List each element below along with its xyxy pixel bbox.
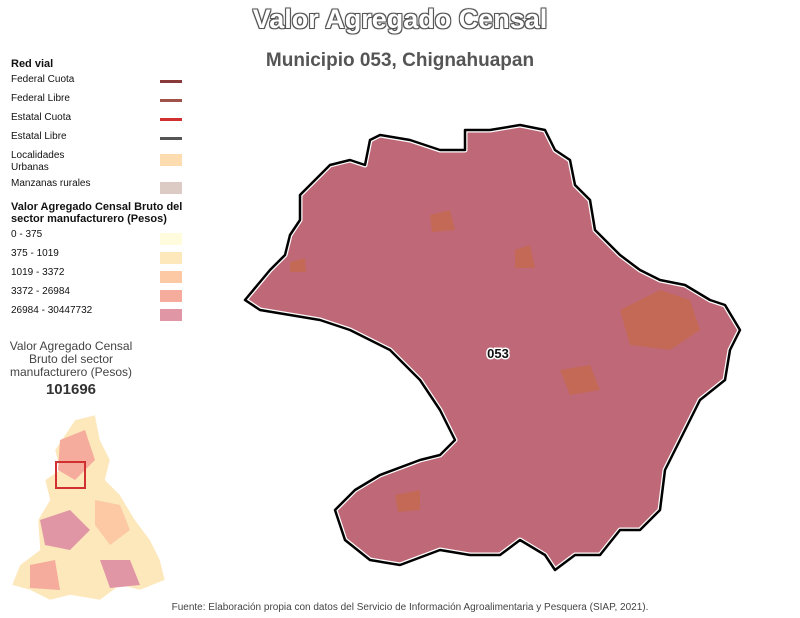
legend-item-label: 0 - 375: [11, 229, 43, 240]
legend-item-label: Localidades Urbanas: [11, 150, 65, 173]
stat-label: Valor Agregado Censal Bruto del sector m…: [9, 339, 133, 379]
legend-item: Estatal Libre: [11, 131, 191, 150]
legend-item: 0 - 375: [11, 229, 191, 248]
legend-item-label: Manzanas rurales: [11, 178, 91, 189]
legend-item-label: Estatal Cuota: [11, 112, 72, 123]
legend-item: Manzanas rurales: [11, 178, 191, 197]
color-swatch: [160, 182, 182, 194]
legend-item-label: 26984 - 30447732: [11, 305, 93, 316]
legend: Red vial Federal Cuota Federal Libre Estat…: [11, 58, 191, 324]
legend-item: 26984 - 30447732: [11, 305, 191, 324]
municipality-label: 053: [487, 346, 509, 361]
source-note: Fuente: Elaboración propia con datos del…: [171, 602, 649, 613]
color-swatch: [160, 309, 182, 321]
legend-item: Federal Libre: [11, 93, 191, 112]
legend-road-title: Red vial: [11, 58, 54, 70]
road-line-swatch: [160, 99, 182, 102]
color-swatch: [160, 271, 182, 283]
legend-item-label: 1019 - 3372: [11, 267, 65, 278]
legend-class-title: Valor Agregado Censal Bruto del sector m…: [11, 201, 183, 225]
legend-item: Estatal Cuota: [11, 112, 191, 131]
legend-item: 3372 - 26984: [11, 286, 191, 305]
color-swatch: [160, 252, 182, 264]
stat-block: Valor Agregado Censal Bruto del sector m…: [0, 339, 142, 398]
color-swatch: [160, 154, 182, 166]
municipality-locator: [55, 461, 86, 489]
legend-item: 1019 - 3372: [11, 267, 191, 286]
legend-item-label: Federal Cuota: [11, 74, 75, 85]
road-line-swatch: [160, 118, 182, 121]
map-subtitle: Municipio 053, Chignahuapan: [265, 50, 535, 71]
state-minimap: [11, 414, 166, 601]
road-line-swatch: [160, 137, 182, 140]
legend-item-label: 3372 - 26984: [11, 286, 70, 297]
map-title: Valor Agregado Censal: [252, 3, 548, 35]
color-swatch: [160, 290, 182, 302]
legend-item: Federal Cuota: [11, 74, 191, 93]
locality-patches: [290, 210, 700, 512]
legend-item-label: Federal Libre: [11, 93, 70, 104]
road-line-swatch: [160, 80, 182, 83]
legend-item-label: Estatal Libre: [11, 131, 67, 142]
legend-item: Localidades Urbanas: [11, 150, 191, 178]
legend-item-label: 375 - 1019: [11, 248, 59, 259]
legend-item: 375 - 1019: [11, 248, 191, 267]
color-swatch: [160, 233, 182, 245]
stat-value: 101696: [45, 381, 97, 398]
municipality-outline: [243, 123, 742, 572]
